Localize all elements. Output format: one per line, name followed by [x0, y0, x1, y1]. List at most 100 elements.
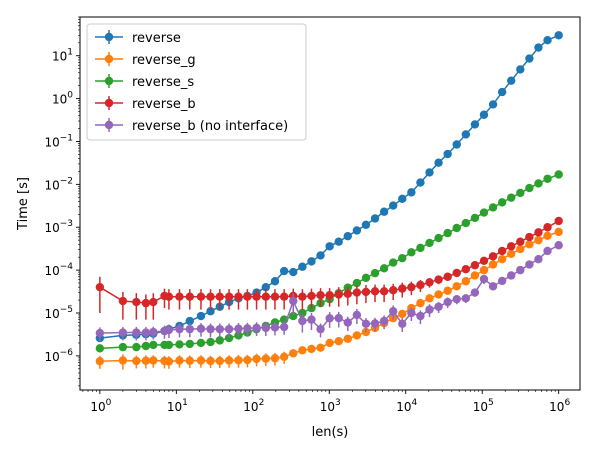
- data-point: [234, 292, 243, 301]
- y-tick-label-base: 10: [44, 135, 59, 149]
- legend-marker: [104, 32, 114, 42]
- legend-marker: [104, 54, 114, 64]
- data-point: [516, 237, 525, 246]
- x-tick-label-base: 10: [243, 400, 258, 414]
- x-tick-label: 103: [320, 398, 341, 414]
- data-point: [334, 290, 343, 299]
- data-point: [543, 231, 552, 241]
- data-point: [443, 272, 452, 281]
- data-point: [525, 232, 534, 242]
- data-point: [525, 260, 534, 269]
- data-point: [343, 289, 352, 299]
- data-point: [379, 316, 389, 326]
- y-tick-label-base: 10: [44, 221, 59, 235]
- data-point: [141, 356, 151, 365]
- data-point: [497, 246, 507, 256]
- data-point: [361, 319, 371, 328]
- data-point: [479, 274, 489, 284]
- legend-label: reverse_s: [132, 75, 194, 90]
- data-point: [525, 183, 534, 193]
- minor-ticks: [78, 16, 556, 392]
- x-tick-label-base: 10: [320, 400, 335, 414]
- data-point: [443, 149, 452, 159]
- data-point: [416, 243, 425, 253]
- data-point: [316, 291, 325, 300]
- legend-box: [86, 23, 307, 141]
- data-point: [298, 292, 307, 301]
- data-point: [425, 168, 434, 177]
- data-point: [141, 328, 151, 337]
- data-point: [270, 292, 280, 301]
- data-point: [270, 277, 280, 286]
- data-point: [388, 307, 398, 316]
- data-point: [215, 336, 224, 345]
- y-tick-label-exponent: 1: [67, 48, 73, 58]
- data-point: [407, 282, 416, 292]
- data-point: [164, 340, 174, 350]
- data-point: [407, 248, 416, 257]
- data-point: [215, 324, 224, 334]
- data-point: [470, 288, 480, 297]
- data-point: [398, 253, 407, 263]
- data-point: [206, 337, 215, 347]
- data-point: [185, 316, 194, 326]
- data-point: [196, 311, 206, 321]
- data-point: [243, 355, 252, 365]
- data-point: [452, 140, 461, 149]
- data-point: [279, 322, 289, 332]
- x-tick-label-base: 10: [473, 400, 488, 414]
- data-point: [554, 31, 563, 40]
- data-point: [479, 208, 489, 217]
- x-tick-label-exponent: 6: [564, 398, 570, 408]
- data-point: [289, 311, 298, 321]
- x-tick-label-exponent: 4: [412, 398, 418, 408]
- data-point: [525, 54, 534, 63]
- x-tick-label-base: 10: [167, 400, 182, 414]
- data-point: [307, 291, 316, 301]
- data-point: [425, 278, 434, 287]
- legend-item: reverse_b (no interface): [95, 118, 288, 134]
- data-point: [316, 324, 325, 334]
- data-point: [325, 338, 334, 348]
- y-tick-label-base: 10: [44, 178, 59, 192]
- y-axis-label: Time [s]: [16, 177, 31, 231]
- data-point: [352, 288, 362, 297]
- data-point: [470, 120, 480, 129]
- data-point: [554, 170, 563, 179]
- data-point: [554, 241, 563, 250]
- x-tick-label-exponent: 3: [335, 398, 341, 408]
- data-point: [488, 260, 498, 269]
- data-point: [164, 357, 174, 366]
- x-tick-label-exponent: 1: [182, 398, 188, 408]
- data-point: [525, 240, 534, 249]
- data-point: [325, 314, 334, 323]
- data-point: [434, 233, 443, 243]
- data-point: [507, 242, 516, 251]
- y-tick-label-exponent: −1: [60, 133, 73, 143]
- y-tick-label-exponent: −6: [60, 348, 74, 358]
- data-point: [343, 231, 352, 241]
- data-point: [316, 251, 325, 260]
- data-point: [507, 76, 516, 85]
- data-point: [196, 324, 206, 333]
- legend: reverse reverse_g reverse_s reverse_brevers…: [86, 23, 307, 141]
- y-tick-label-base: 10: [52, 50, 67, 64]
- data-point: [379, 207, 389, 216]
- data-point: [298, 346, 307, 355]
- data-point: [452, 223, 461, 233]
- y-tick-label-exponent: −4: [60, 262, 74, 272]
- data-point: [416, 311, 425, 321]
- data-point: [361, 287, 371, 297]
- x-tick-label-exponent: 2: [259, 398, 265, 408]
- legend-label: reverse_g: [132, 53, 196, 68]
- data-point: [175, 292, 184, 301]
- data-point: [149, 356, 158, 365]
- data-point: [352, 278, 362, 288]
- x-tick-label: 105: [473, 398, 494, 414]
- y-tick-label: 100: [52, 91, 73, 107]
- data-point: [361, 220, 371, 229]
- data-point: [196, 338, 206, 348]
- data-point: [343, 318, 352, 327]
- data-point: [175, 340, 184, 349]
- data-point: [118, 328, 128, 337]
